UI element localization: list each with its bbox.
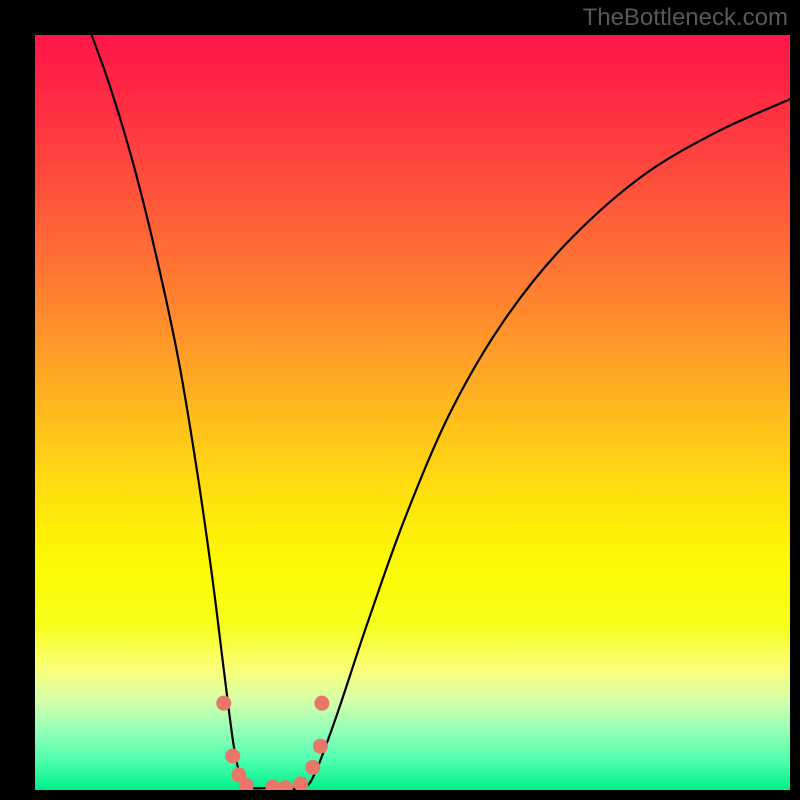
plot-svg (35, 35, 790, 790)
data-marker (266, 780, 280, 790)
data-marker (313, 739, 327, 753)
chart-frame: TheBottleneck.com (0, 0, 800, 800)
watermark-text: TheBottleneck.com (583, 4, 788, 32)
data-marker (294, 777, 308, 790)
data-marker (239, 778, 253, 790)
bottleneck-curve (92, 35, 790, 789)
data-marker (226, 749, 240, 763)
data-marker (279, 781, 293, 790)
data-marker (306, 760, 320, 774)
data-marker (315, 696, 329, 710)
data-marker (217, 696, 231, 710)
plot-area (35, 35, 790, 790)
